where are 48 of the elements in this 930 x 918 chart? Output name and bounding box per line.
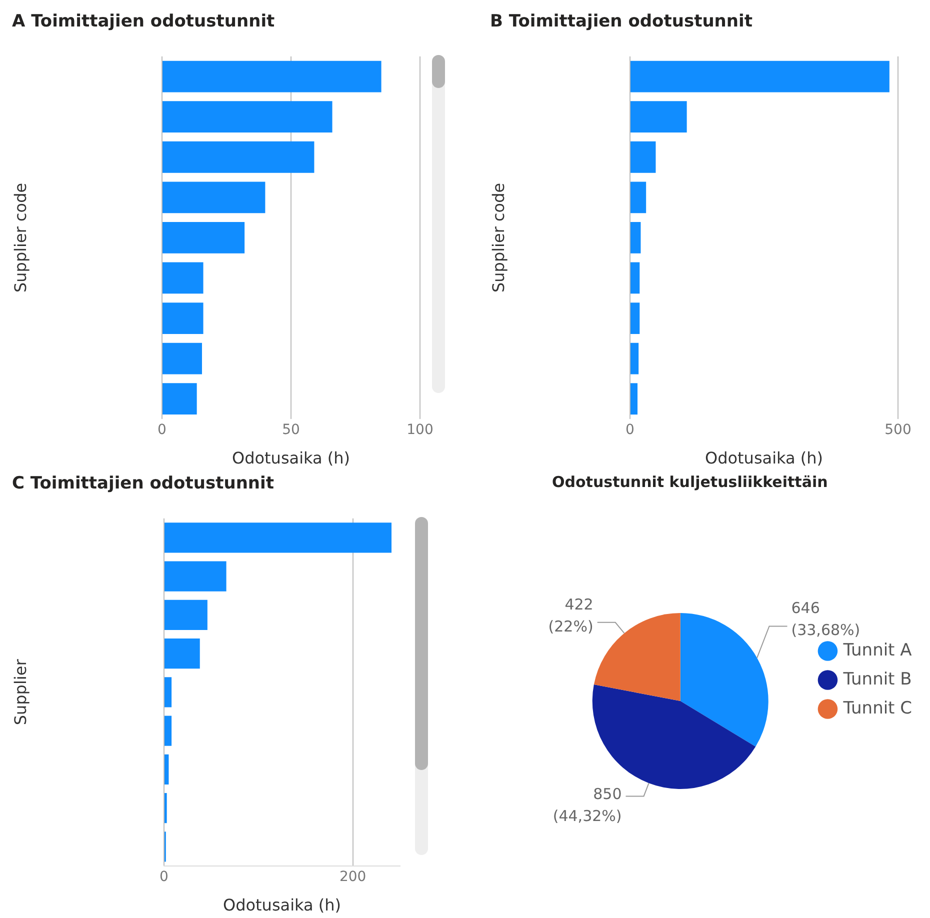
data-label: 422 (22%)	[548, 595, 594, 636]
chart-title: C Toimittajien odotustunnit	[12, 474, 274, 494]
bar	[162, 342, 202, 374]
bar	[162, 383, 197, 415]
bar	[164, 677, 172, 708]
x-tick-label: 100	[406, 422, 434, 438]
bar	[162, 101, 332, 133]
bar	[630, 342, 639, 374]
x-axis-title: Odotusaika (h)	[232, 448, 350, 468]
chart-title: Odotustunnit kuljetusliikkeittäin	[552, 472, 828, 491]
bar	[630, 262, 640, 294]
bar	[164, 600, 208, 630]
data-label: 646 (33,68%)	[791, 599, 860, 640]
chart-title: B Toimittajien odotustunnit	[490, 12, 752, 32]
x-tick-label: 0	[158, 422, 166, 438]
x-axis-title: Odotusaika (h)	[222, 896, 342, 915]
bar	[162, 262, 204, 294]
x-tick-label: 500	[884, 422, 912, 438]
bar	[162, 222, 245, 254]
bar	[162, 302, 204, 334]
bar	[162, 182, 266, 214]
bar	[162, 141, 314, 173]
data-label: 850 (44,32%)	[552, 785, 622, 826]
bar	[630, 101, 687, 133]
bar	[164, 716, 172, 746]
bar	[164, 522, 392, 553]
x-tick-label: 0	[626, 422, 634, 438]
bar	[630, 60, 890, 92]
bar	[630, 141, 656, 173]
chart-title: A Toimittajien odotustunnit	[12, 12, 275, 32]
y-axis-title: Supplier code	[10, 182, 30, 292]
bar	[630, 222, 641, 254]
legend-label: Tunnit B	[842, 669, 912, 690]
y-axis-title: Supplier	[10, 658, 30, 726]
bar	[164, 754, 169, 784]
legend-label: Tunnit A	[842, 640, 912, 660]
legend-label: Tunnit C	[842, 698, 912, 718]
x-axis-title: Odotusaika (h)	[704, 448, 824, 468]
bar	[162, 60, 382, 92]
bar	[630, 302, 640, 334]
x-tick-label: 50	[282, 422, 300, 438]
x-tick-label: 0	[160, 869, 168, 886]
x-tick-label: 200	[339, 869, 366, 886]
bar	[630, 182, 646, 214]
y-axis-title: Supplier code	[488, 182, 508, 292]
bar	[164, 561, 226, 592]
bar	[630, 383, 638, 415]
bar	[164, 638, 200, 669]
